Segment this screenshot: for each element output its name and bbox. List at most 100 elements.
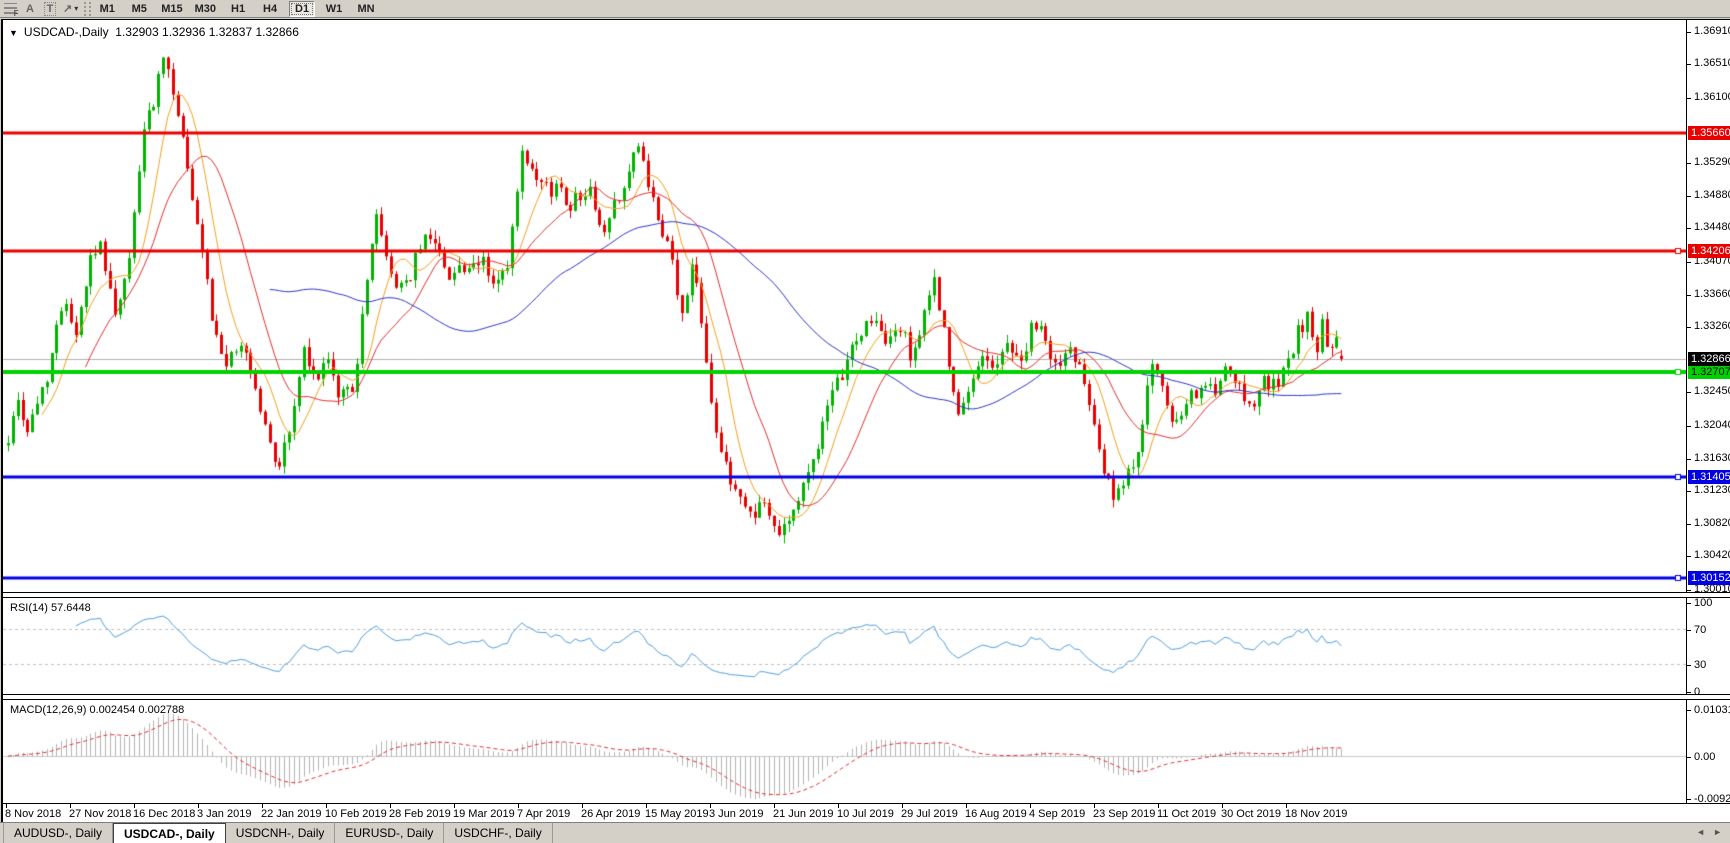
price-axis-tick [1687, 32, 1691, 33]
date-axis-label: 21 Jun 2019 [773, 808, 834, 820]
rsi-axis-tick [1687, 603, 1691, 604]
macd-axis-label: 0.010311 [1694, 704, 1730, 716]
price-axis-label: 1.32450 [1694, 385, 1730, 397]
symbol-tab-usdcnh[interactable]: USDCNH-, Daily [226, 823, 336, 843]
rsi-label: RSI(14) 57.6448 [10, 602, 91, 614]
date-axis-tick [966, 804, 967, 808]
date-axis-label: 22 Jan 2019 [261, 808, 322, 820]
timeframe-button-h1[interactable]: H1 [231, 2, 246, 15]
macd-axis[interactable]: 0.010311 0.00 -0.009203 [1686, 700, 1730, 805]
price-axis-label: 1.30820 [1694, 517, 1730, 529]
label-tool-icon[interactable]: T [40, 1, 60, 17]
date-axis-label: 23 Sep 2019 [1093, 808, 1156, 820]
date-axis-label: 4 Sep 2019 [1029, 808, 1086, 820]
price-axis-label: 1.36910 [1694, 25, 1730, 37]
fibonacci-tool-icon[interactable]: F [0, 1, 20, 18]
price-axis-label: 1.30420 [1694, 549, 1730, 561]
symbol-tab-usdchf[interactable]: USDCHF-, Daily [444, 823, 553, 843]
top-toolbar: F A T ↗ ▾ M1 M5 M15 M30 H1 H4 D1 W1 MN [0, 0, 1730, 18]
date-axis-label: 10 Feb 2019 [325, 808, 387, 820]
rsi-axis-label: 100 [1694, 597, 1713, 609]
price-axis-tick [1687, 262, 1691, 263]
rsi-axis-label: 0 [1694, 686, 1701, 698]
tab-scroll-right-icon[interactable]: ► [1713, 827, 1722, 837]
price-axis-label: 1.34480 [1694, 221, 1730, 233]
rsi-axis-label: 70 [1694, 624, 1707, 636]
symbol-tab-eurusd[interactable]: EURUSD-, Daily [335, 823, 445, 843]
symbol-tab-audusd[interactable]: AUDUSD-, Daily [3, 823, 114, 843]
date-axis[interactable]: 8 Nov 2018 27 Nov 2018 16 Dec 2018 3 Jan 20… [3, 804, 1730, 823]
date-axis-label: 7 Apr 2019 [517, 808, 571, 820]
price-tag: 1.30152 [1688, 571, 1730, 585]
rsi-axis-label: 30 [1694, 659, 1707, 671]
timeframe-button-h4[interactable]: H4 [263, 2, 278, 15]
price-axis-label: 1.36510 [1694, 57, 1730, 69]
timeframe-button-d1[interactable]: D1 [289, 0, 316, 17]
date-axis-tick [902, 804, 903, 808]
price-axis-label: 1.31230 [1694, 484, 1730, 496]
date-axis-tick [646, 804, 647, 808]
date-axis-label: 28 Feb 2019 [389, 808, 451, 820]
price-axis-label: 1.30010 [1694, 583, 1730, 595]
timeframe-group: M1 M5 M15 M30 H1 H4 D1 W1 MN [94, 0, 379, 17]
price-axis-label: 1.33660 [1694, 288, 1730, 300]
chart-symbol-label: USDCAD-,Daily [23, 25, 109, 39]
timeframe-button-m15[interactable]: M15 [161, 2, 183, 15]
price-axis-tick [1687, 163, 1691, 164]
date-axis-label: 3 Jan 2019 [197, 808, 252, 820]
date-axis-label: 15 May 2019 [645, 808, 709, 820]
timeframe-button-m1[interactable]: M1 [99, 2, 115, 15]
date-axis-tick [70, 804, 71, 808]
date-axis-tick [6, 804, 7, 808]
date-axis-label: 27 Nov 2018 [69, 808, 132, 820]
timeframe-button-m5[interactable]: M5 [131, 2, 147, 15]
date-axis-label: 16 Aug 2019 [965, 808, 1027, 820]
rsi-canvas[interactable] [3, 598, 1686, 694]
price-axis-tick [1687, 196, 1691, 197]
macd-panel: MACD(12,26,9) 0.002454 0.002788 0.010311… [3, 699, 1730, 805]
date-axis-tick [1158, 804, 1159, 808]
price-tag: 1.32707 [1688, 365, 1730, 379]
macd-axis-tick [1687, 710, 1691, 711]
price-chart-canvas[interactable] [3, 20, 1686, 592]
date-axis-label: 30 Oct 2019 [1221, 808, 1281, 820]
price-axis-tick [1687, 491, 1691, 492]
price-tag: 1.32866 [1688, 352, 1730, 366]
ohlc-open: 1.32903 [115, 25, 159, 39]
price-axis[interactable]: 1.36910 1.36510 1.36100 1.35290 1.34880 1.344… [1686, 20, 1730, 595]
chart-dropdown-icon[interactable]: ▼ [9, 28, 18, 38]
price-chart-panel: ▼ USDCAD-,Daily 1.32903 1.32936 1.32837 1… [3, 20, 1730, 595]
price-axis-tick [1687, 556, 1691, 557]
price-axis-tick [1687, 64, 1691, 65]
date-axis-label: 11 Oct 2019 [1157, 808, 1217, 820]
text-tool-icon[interactable]: A [26, 2, 34, 15]
date-axis-label: 3 Jun 2019 [709, 808, 764, 820]
tab-scroll-left-icon[interactable]: ◄ [1696, 827, 1706, 837]
price-axis-label: 1.34070 [1694, 255, 1730, 267]
date-axis-label: 10 Jul 2019 [837, 808, 894, 820]
timeframe-button-mn[interactable]: MN [357, 2, 375, 15]
timeframe-button-w1[interactable]: W1 [325, 2, 343, 15]
price-axis-tick [1687, 459, 1691, 460]
toolbar-grip[interactable] [84, 1, 92, 16]
timeframe-button-m30[interactable]: M30 [194, 2, 217, 15]
date-axis-tick [582, 804, 583, 808]
date-axis-tick [1030, 804, 1031, 808]
date-axis-tick [134, 804, 135, 808]
arrows-tool-icon[interactable]: ↗ ▾ [63, 3, 79, 15]
price-axis-tick [1687, 524, 1691, 525]
chart-title: ▼ USDCAD-,Daily 1.32903 1.32936 1.32837 1… [9, 25, 299, 39]
date-axis-tick [390, 804, 391, 808]
rsi-axis-tick [1687, 692, 1691, 693]
price-axis-tick [1687, 327, 1691, 328]
macd-canvas[interactable] [3, 700, 1686, 803]
ohlc-low: 1.32837 [208, 25, 253, 39]
symbol-tab-usdcad[interactable]: USDCAD-, Daily [113, 823, 226, 843]
rsi-axis[interactable]: 100 70 30 0 [1686, 597, 1730, 698]
dropdown-caret-icon[interactable]: ▾ [74, 4, 79, 13]
date-axis-tick [198, 804, 199, 808]
price-axis-tick [1687, 228, 1691, 229]
price-axis-label: 1.34880 [1694, 189, 1730, 201]
drawing-tools-group: F A T ↗ ▾ [0, 1, 81, 18]
macd-axis-tick [1687, 757, 1691, 758]
